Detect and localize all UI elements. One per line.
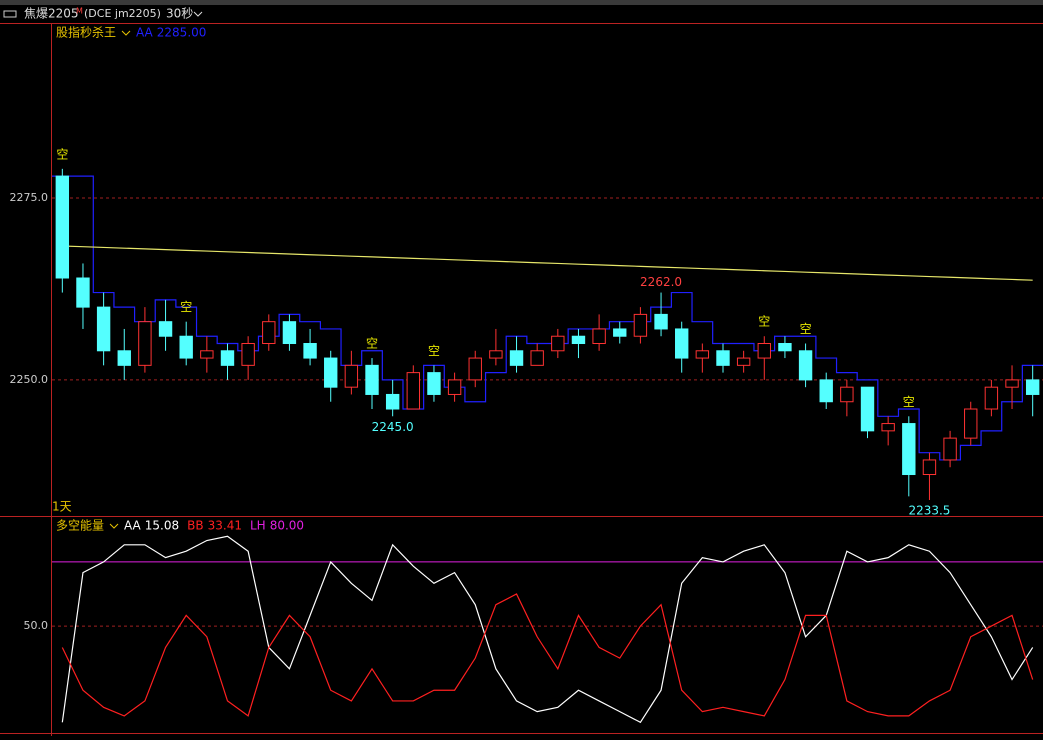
candle-body [881, 423, 895, 432]
signal-label: 空 [428, 344, 440, 358]
candle-body [654, 313, 668, 330]
candle-body [530, 350, 544, 366]
panel-title: 股指秒杀王 [56, 25, 116, 40]
legend-value: 33.41 [208, 519, 242, 533]
candle-body [96, 306, 111, 352]
candle-body [778, 343, 792, 352]
candle-body [117, 350, 131, 366]
price-label: 2233.5 [908, 503, 950, 517]
candle-body [613, 328, 627, 337]
candle-body [571, 335, 586, 345]
candle-body [1005, 379, 1019, 388]
candle-body [303, 343, 317, 359]
candle-body [902, 423, 916, 476]
dropdown-arrow[interactable] [109, 523, 119, 529]
candle-body [241, 343, 255, 366]
candle-body [943, 437, 957, 461]
candle-body [262, 321, 276, 345]
signal-label: 空 [800, 322, 812, 336]
legend-value: 15.08 [145, 519, 179, 533]
candle-body [76, 277, 90, 308]
y-tick-label: 2250.0 [10, 373, 49, 386]
candle-body [675, 328, 689, 359]
candle-body [695, 350, 710, 359]
candle-body [489, 350, 503, 359]
legend-name: AA [136, 26, 154, 40]
candle-body [922, 459, 937, 476]
signal-label: 空 [366, 337, 378, 351]
dropdown-arrow[interactable] [193, 11, 203, 17]
series-line [61, 535, 1034, 724]
candle-body [551, 335, 565, 352]
y-tick-label: 2275.0 [10, 191, 49, 204]
signal-label: 空 [758, 315, 770, 329]
candle-body [840, 386, 854, 403]
candle-body [282, 321, 297, 345]
symbol: 焦爆2205 [24, 7, 79, 21]
legend-name: AA [124, 519, 142, 533]
panel-title: 多空能量 [56, 519, 104, 533]
candle-body [736, 357, 751, 366]
series-line [62, 245, 1033, 281]
legend-name: BB [187, 519, 203, 533]
candle-body [406, 372, 420, 410]
price-label: 2245.0 [372, 420, 414, 434]
candle-body [716, 350, 730, 366]
candle-body [757, 343, 771, 359]
y-tick-label: 50.0 [24, 619, 49, 632]
candle-body [344, 364, 359, 388]
candle-body [138, 321, 152, 366]
series-line [52, 175, 1043, 461]
code: (DCE jm2205) [84, 7, 161, 20]
candle-body [385, 393, 400, 410]
candle-body [55, 175, 70, 279]
candle-body [220, 350, 235, 366]
candle-body [964, 408, 978, 439]
candle-body [427, 372, 441, 395]
candle-body [509, 350, 524, 366]
series-line [61, 593, 1034, 717]
candle-body [819, 379, 833, 403]
period[interactable]: 30秒 [166, 7, 193, 21]
candle-body [468, 357, 482, 381]
link-icon[interactable] [3, 10, 17, 18]
top-strip [0, 0, 1043, 5]
legend-value: 2285.00 [157, 26, 207, 40]
candle-body [984, 386, 999, 410]
flag: M [76, 7, 83, 16]
candle-body [447, 379, 462, 395]
signal-label: 空 [180, 300, 192, 314]
candle-body [1025, 379, 1040, 395]
candle-body [592, 328, 606, 345]
candle-body [365, 364, 379, 395]
candle-body [324, 357, 338, 388]
signal-label: 空 [903, 395, 915, 409]
candle-body [633, 313, 648, 337]
candle-body [200, 350, 214, 359]
price-label: 2262.0 [640, 275, 682, 289]
legend-name: LH [250, 519, 266, 533]
signal-label: 空 [56, 147, 68, 161]
legend-value: 80.00 [270, 519, 304, 533]
candle-body [798, 350, 813, 381]
dropdown-arrow[interactable] [121, 30, 131, 36]
candle-body [179, 335, 193, 359]
candle-body [158, 321, 173, 337]
candle-body [860, 386, 875, 432]
range-label: 1天 [52, 500, 72, 514]
